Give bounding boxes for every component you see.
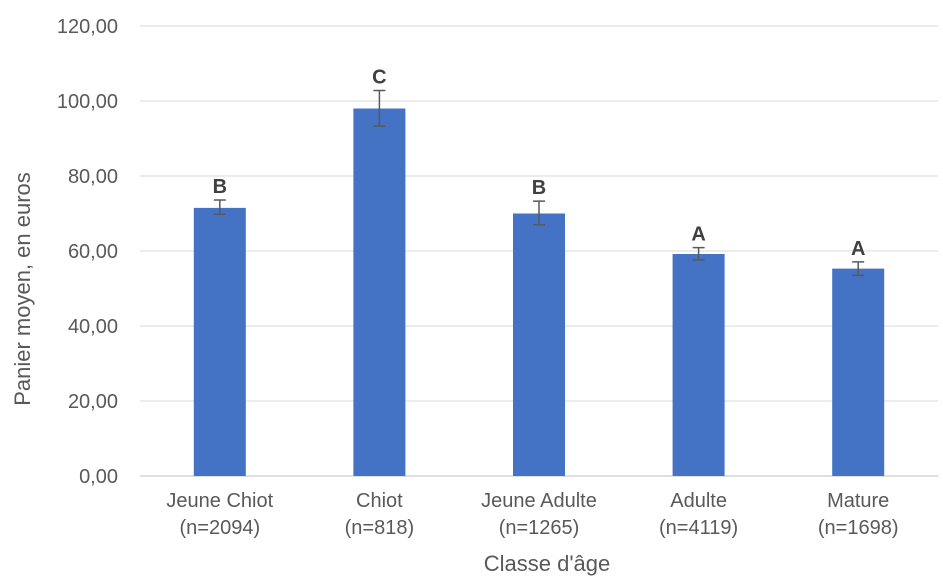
x-axis-categories: Jeune Chiot (n=2094) Chiot (n=818) Jeune Adu… bbox=[166, 490, 898, 539]
category-count: (n=2094) bbox=[179, 517, 260, 539]
significance-label: C bbox=[372, 67, 386, 89]
error-bar bbox=[852, 261, 865, 277]
bar bbox=[832, 268, 885, 476]
significance-label: B bbox=[213, 176, 227, 198]
y-tick-label: 120,00 bbox=[57, 16, 118, 38]
bar bbox=[672, 254, 725, 476]
bar bbox=[193, 207, 246, 476]
error-bar bbox=[692, 246, 705, 261]
category-count: (n=818) bbox=[345, 517, 415, 539]
error-bars bbox=[213, 89, 865, 277]
error-bar bbox=[213, 199, 226, 215]
category-count: (n=1698) bbox=[818, 517, 899, 539]
significance-label: B bbox=[532, 177, 546, 199]
error-bar bbox=[373, 89, 386, 127]
y-tick-label: 40,00 bbox=[68, 316, 118, 338]
y-tick-label: 0,00 bbox=[79, 466, 118, 488]
category-count: (n=4119) bbox=[659, 517, 738, 539]
significance-labels: B C B A A bbox=[213, 67, 866, 260]
x-axis-title: Classe d'âge bbox=[484, 551, 611, 576]
significance-label: A bbox=[851, 238, 865, 260]
y-axis-title: Panier moyen, en euros bbox=[10, 172, 35, 406]
y-tick-label: 60,00 bbox=[68, 241, 118, 263]
bar bbox=[513, 213, 565, 476]
category-label: Adulte bbox=[670, 490, 727, 512]
significance-label: A bbox=[691, 224, 705, 246]
category-label: Mature bbox=[827, 490, 889, 512]
bars bbox=[193, 108, 885, 476]
bar bbox=[353, 108, 406, 476]
category-label: Jeune Adulte bbox=[481, 490, 597, 512]
y-tick-label: 80,00 bbox=[68, 166, 118, 188]
category-label: Chiot bbox=[356, 490, 403, 512]
category-label: Jeune Chiot bbox=[166, 490, 273, 512]
error-bar bbox=[533, 200, 545, 226]
category-count: (n=1265) bbox=[499, 517, 580, 539]
y-tick-label: 20,00 bbox=[68, 391, 118, 413]
y-axis-ticks: 0,00 20,00 40,00 60,00 80,00 100,00 120,00 bbox=[57, 16, 118, 488]
y-tick-label: 100,00 bbox=[57, 91, 118, 113]
